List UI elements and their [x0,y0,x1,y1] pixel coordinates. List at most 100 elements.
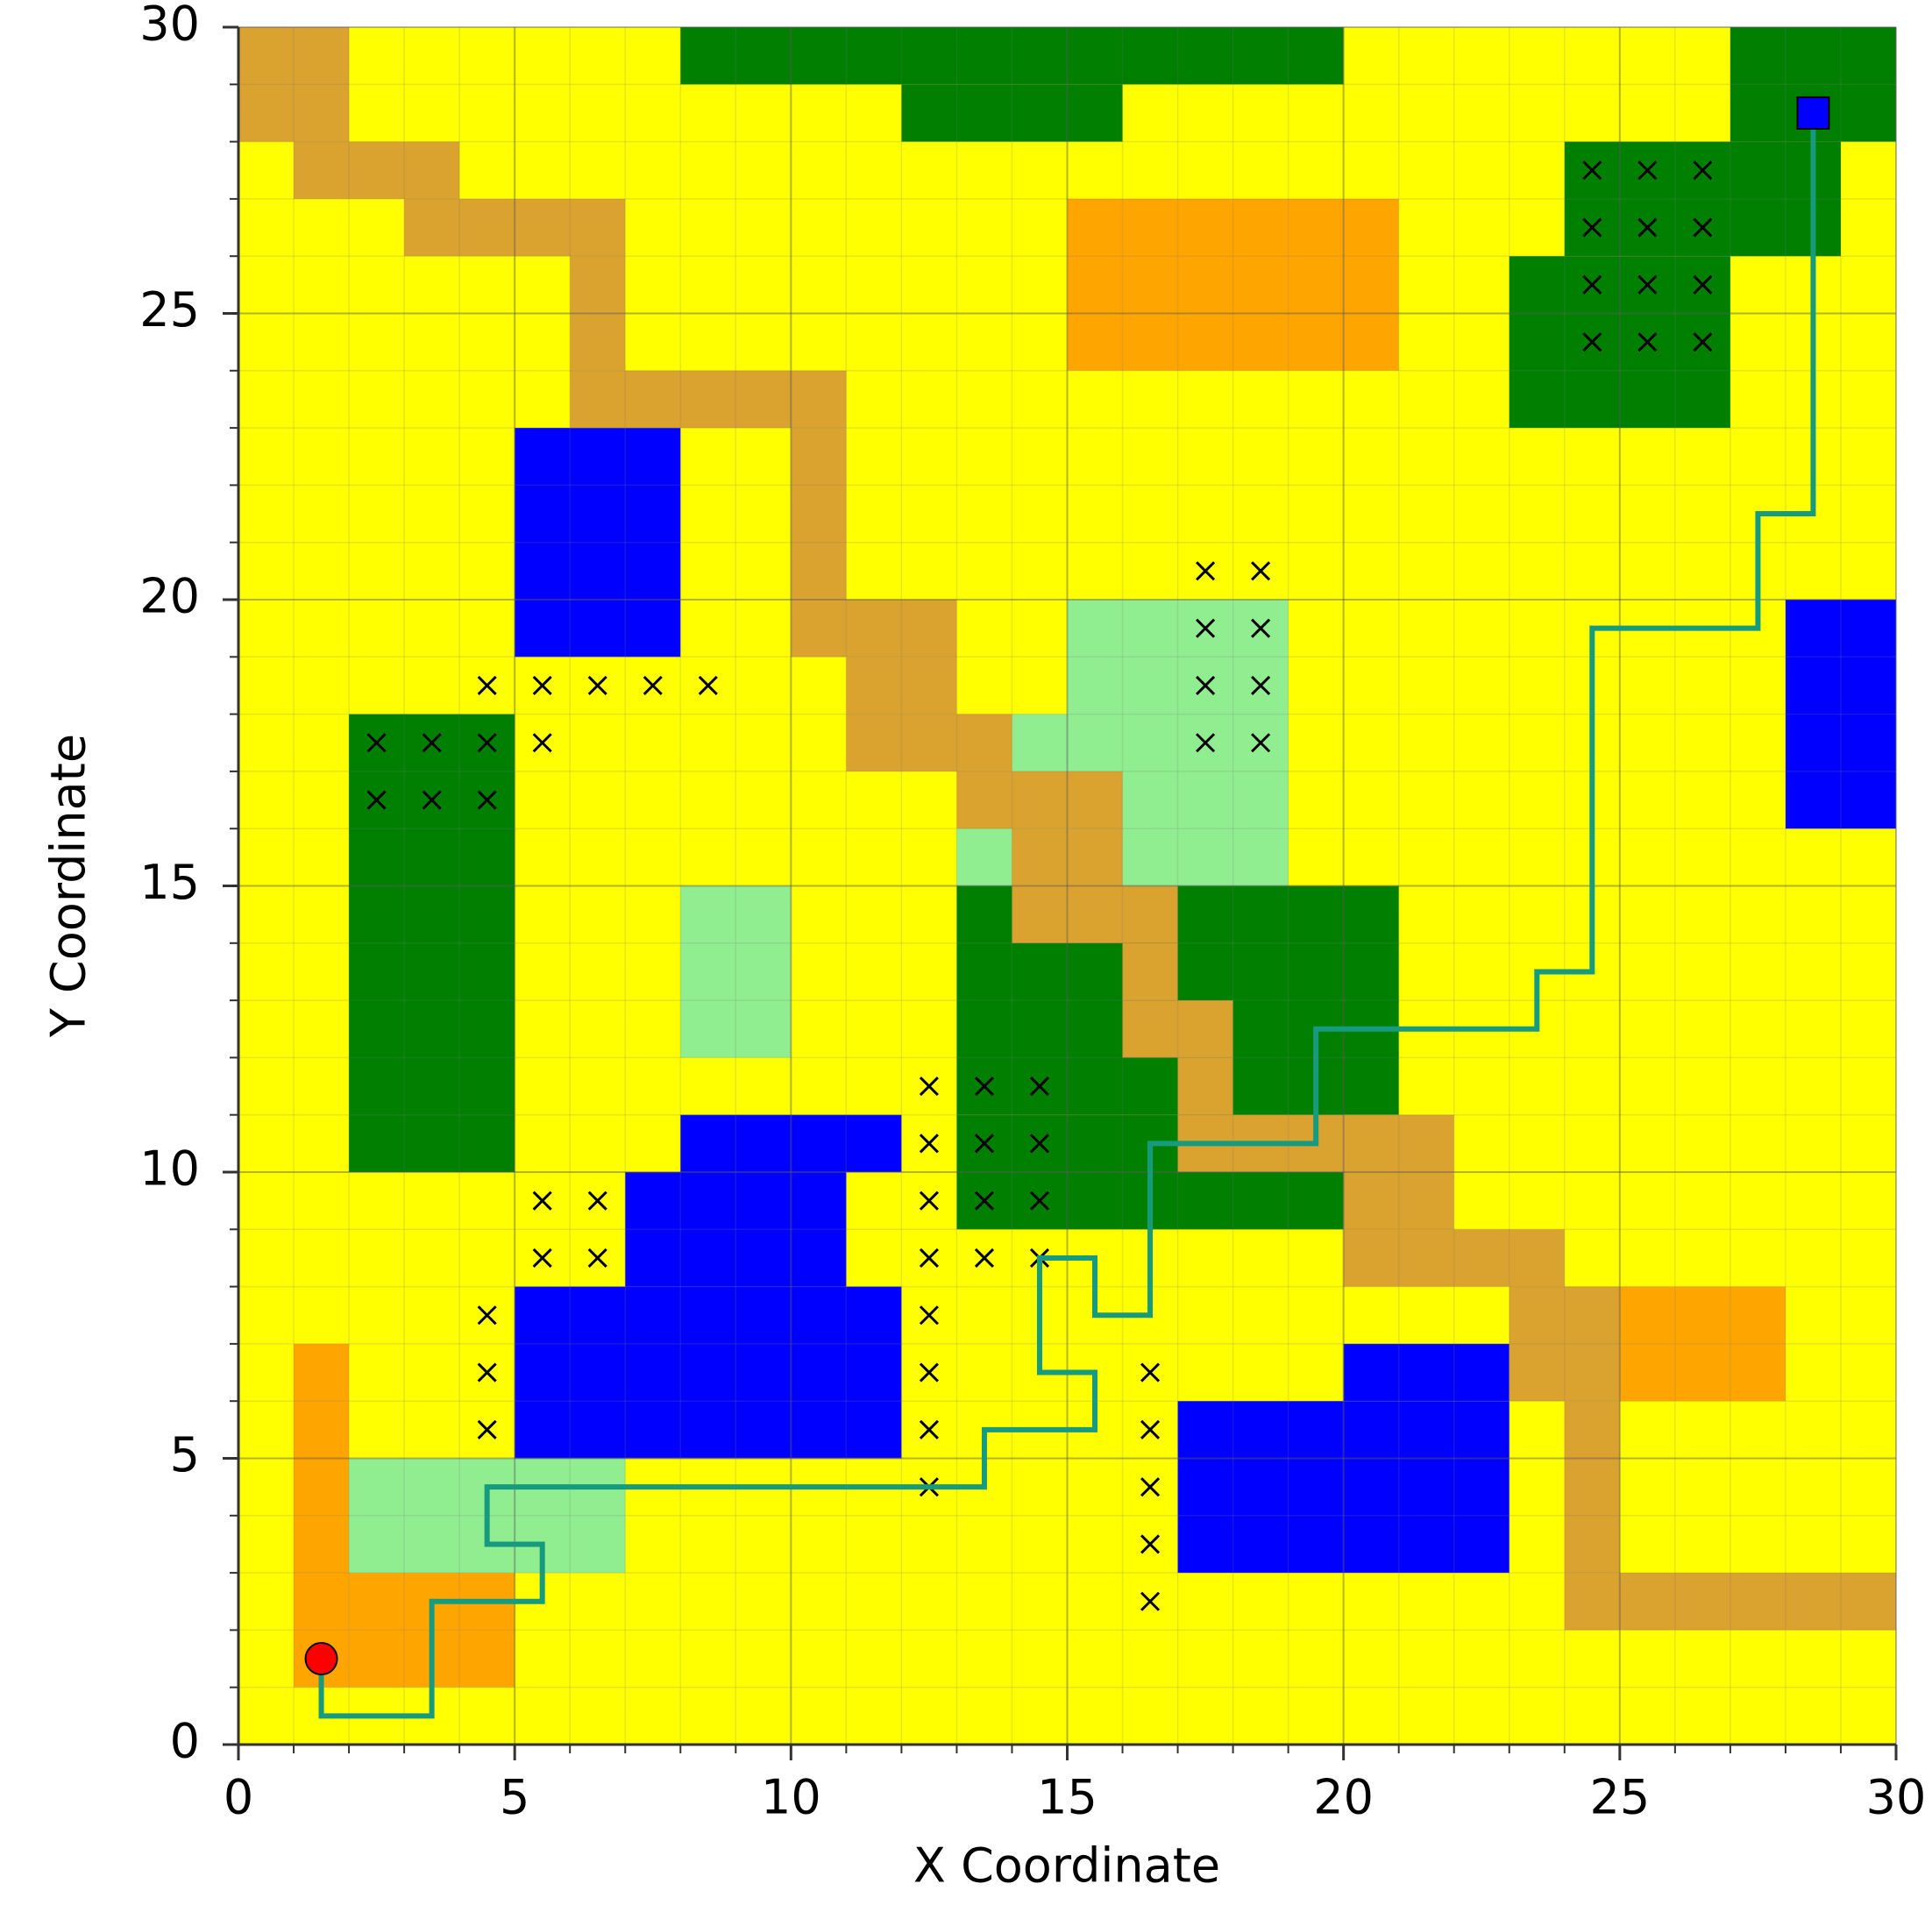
goal-point [1796,96,1830,130]
obstacle-marker [1196,561,1216,581]
obstacle-marker [1637,332,1658,352]
obstacle-marker [1582,160,1602,181]
terrain-region [625,1172,847,1287]
obstacle-marker [974,1076,995,1097]
terrain-region [680,885,792,1058]
terrain-region [294,1343,350,1688]
terrain-region [1067,198,1399,371]
terrain-region [680,27,1344,85]
obstacle-marker [1140,1591,1161,1611]
obstacle-marker [1582,332,1602,352]
y-axis-title: Y Coordinate [41,734,96,1038]
x-tick-label: 10 [761,1770,821,1825]
obstacle-marker [1637,160,1658,181]
y-tick-label: 5 [170,1427,200,1482]
obstacle-marker [1140,1362,1161,1383]
obstacle-marker [532,1247,552,1269]
terrain-region [846,657,957,714]
x-tick-label: 25 [1589,1770,1650,1825]
terrain-region [1564,1573,1896,1631]
terrain-region [846,714,1012,771]
obstacle-marker [919,1076,939,1097]
terrain-region [791,428,847,600]
terrain-region [956,828,1012,886]
terrain-region [791,600,957,658]
terrain-region [1122,1000,1233,1058]
terrain-region [680,1114,902,1172]
obstacle-marker [974,1191,995,1211]
x-tick-label: 0 [224,1770,253,1825]
obstacle-marker [477,675,497,696]
obstacle-marker [919,1247,939,1269]
obstacle-marker [1693,274,1713,295]
obstacle-marker [422,790,442,810]
obstacle-marker [1140,1477,1161,1497]
start-point [304,1642,338,1676]
obstacle-marker [1251,618,1271,638]
obstacle-marker [422,733,442,753]
obstacle-marker [532,733,552,753]
terrain-region [1509,256,1730,429]
terrain-region [238,27,350,142]
obstacle-marker [477,1419,497,1439]
y-tick-label: 25 [139,282,200,338]
terrain-region [515,1286,902,1459]
obstacle-marker [1029,1076,1050,1097]
terrain-region [1012,885,1178,943]
terrain-region [1564,1401,1620,1574]
obstacle-marker [643,675,663,696]
terrain-region [1343,1172,1454,1230]
obstacle-marker [919,1362,939,1383]
obstacle-marker [587,1191,607,1211]
obstacle-marker [477,1305,497,1326]
obstacle-marker [1637,217,1658,238]
obstacle-marker [1693,160,1713,181]
terrain-region [294,141,460,199]
x-axis-title: X Coordinate [913,1838,1220,1894]
obstacle-marker [366,733,387,753]
obstacle-marker [974,1247,995,1269]
obstacle-marker [919,1191,939,1211]
obstacle-marker [698,675,718,696]
terrain-region [1122,942,1178,1001]
terrain-region [956,771,1123,829]
terrain-region [1177,1057,1233,1115]
obstacle-marker [587,1247,607,1269]
terrain-region [570,256,626,371]
terrain-region [1564,141,1841,257]
terrain-region [901,84,1123,142]
y-tick-label: 0 [170,1714,200,1769]
y-tick-label: 30 [139,0,200,52]
obstacle-marker [1251,561,1271,581]
obstacle-marker [587,675,607,696]
obstacle-marker [1196,733,1216,753]
obstacle-marker [1582,217,1602,238]
obstacle-marker [1251,733,1271,753]
y-tick-label: 10 [139,1141,200,1197]
terrain-region [1619,1286,1786,1402]
obstacle-marker [919,1419,939,1439]
y-tick-label: 15 [139,855,200,910]
obstacle-marker [1196,675,1216,696]
obstacle-marker [477,790,497,810]
x-tick-label: 30 [1866,1770,1927,1825]
obstacle-marker [1029,1134,1050,1154]
y-tick-label: 20 [139,569,200,624]
obstacle-marker [1582,274,1602,295]
obstacle-marker [366,790,387,810]
obstacle-marker [532,675,552,696]
obstacle-marker [1140,1534,1161,1554]
obstacle-marker [477,733,497,753]
terrain-region [1343,1229,1565,1287]
terrain-region [349,714,515,1172]
x-tick-label: 5 [500,1770,529,1825]
terrain-region [1785,600,1896,829]
terrain-region [1343,1343,1509,1402]
obstacle-marker [919,1305,939,1326]
obstacle-marker [1029,1191,1050,1211]
obstacle-marker [919,1134,939,1154]
obstacle-marker [974,1134,995,1154]
obstacle-marker [1693,217,1713,238]
obstacle-marker [1693,332,1713,352]
